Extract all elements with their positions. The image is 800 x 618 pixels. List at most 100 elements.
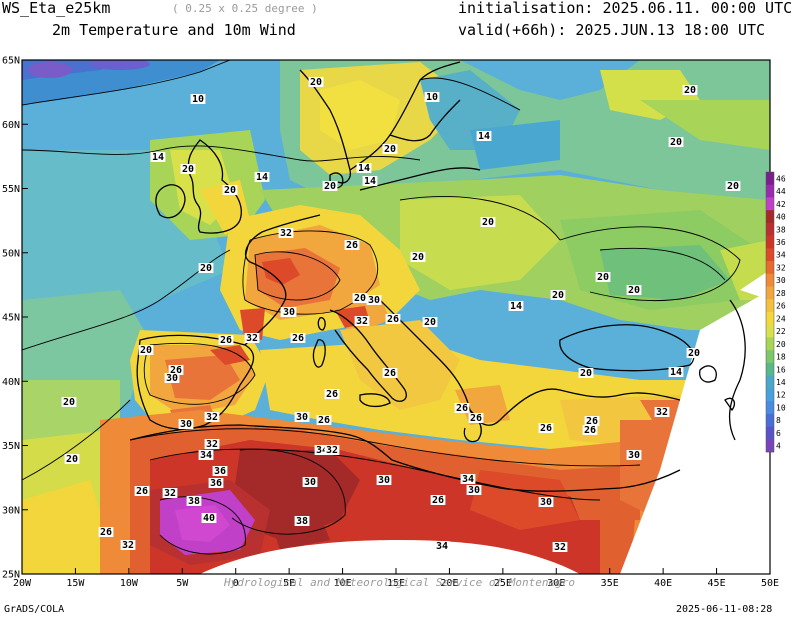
contour-label-bg (382, 368, 398, 378)
legend-label: 4 (776, 442, 781, 451)
legend-swatch (766, 184, 774, 198)
legend-label: 44 (776, 187, 786, 196)
contour-label-bg (190, 94, 206, 104)
contour-label-bg (385, 314, 401, 324)
contour-label: 26 (318, 415, 330, 426)
init-time: initialisation: 2025.06.11. 00:00 UTC (458, 0, 793, 17)
legend-label: 20 (776, 340, 786, 349)
contour-label-bg (538, 497, 554, 507)
contour-label: 10 (426, 92, 438, 103)
valid-time: valid(+66h): 2025.JUN.13 18:00 UTC (458, 21, 766, 39)
contour-label-bg (162, 488, 178, 498)
contour-label: 40 (203, 513, 215, 524)
legend-label: 36 (776, 238, 786, 247)
legend-label: 46 (776, 174, 786, 183)
lat-label: 30N (2, 505, 20, 516)
contour-label-bg (424, 92, 440, 102)
legend-label: 24 (776, 314, 786, 323)
contour-label-bg (578, 368, 594, 378)
legend-swatch (766, 261, 774, 275)
contour-label: 26 (586, 416, 598, 427)
temperature-field (22, 60, 770, 574)
contour-label-bg (468, 413, 484, 423)
contour-label: 32 (280, 228, 292, 239)
watermark: Hydrological and Meteorological Service … (224, 576, 575, 589)
contour-label: 30 (468, 485, 480, 496)
contour-label: 26 (456, 403, 468, 414)
contour-label-bg (168, 365, 184, 375)
contour-label: 14 (256, 172, 268, 183)
legend-frame (765, 171, 775, 453)
contour-label-bg (218, 335, 234, 345)
contour-label: 20 (63, 397, 75, 408)
longitude-axis: 20W 15W 10W 5W 0 5E 10E 15E 20E 25E 30E 35E 40E 45E 50… (13, 568, 779, 589)
contour-label: 32 (656, 407, 668, 418)
lon-label: 40E (654, 578, 672, 589)
contour-label: 14 (358, 163, 370, 174)
legend-label: 34 (776, 251, 786, 260)
contour-label: 30 (368, 295, 380, 306)
contour-label: 14 (152, 152, 164, 163)
legend-label: 32 (776, 263, 786, 272)
legend-swatch (766, 350, 774, 364)
legend-label: 16 (776, 365, 786, 374)
contour-label: 10 (192, 94, 204, 105)
contour-label-bg (150, 152, 166, 162)
contour-label-bg (668, 367, 684, 377)
legend-swatch (766, 273, 774, 287)
contour-label-bg (434, 541, 450, 551)
legend-label: 28 (776, 289, 786, 298)
contour-label: 30 (166, 373, 178, 384)
contour-label: 30 (296, 412, 308, 423)
contour-label: 20 (482, 217, 494, 228)
footer-grads: GrADS/COLA (4, 604, 65, 615)
legend-swatch (766, 210, 774, 224)
contour-label-bg (626, 450, 642, 460)
contour-label: 26 (220, 335, 232, 346)
contour-label-bg (725, 181, 741, 191)
contour-label: 26 (470, 413, 482, 424)
contour-label: 26 (387, 314, 399, 325)
contour-label: 26 (100, 527, 112, 538)
contour-label-bg (362, 176, 378, 186)
contour-label: 38 (188, 496, 200, 507)
contour-label: 30 (180, 419, 192, 430)
contour-label-bg (430, 495, 446, 505)
contour-label-bg (410, 252, 426, 262)
contour-label-bg (595, 272, 611, 282)
contour-label-bg (186, 496, 202, 506)
contour-label: 20 (140, 345, 152, 356)
lon-label: 15W (66, 578, 85, 589)
contour-label: 20 (670, 137, 682, 148)
contour-label: 20 (552, 290, 564, 301)
legend-label: 12 (776, 391, 786, 400)
contour-label-bg (582, 425, 598, 435)
legend-label: 22 (776, 327, 786, 336)
contour-label: 32 (206, 412, 218, 423)
contour-label: 26 (170, 365, 182, 376)
contour-label-bg (324, 389, 340, 399)
contour-label-bg (134, 486, 150, 496)
contour-label-bg (508, 301, 524, 311)
lon-label: 35E (601, 578, 619, 589)
legend-swatch (766, 324, 774, 338)
contour-label-bg (138, 345, 154, 355)
contour-label: 20 (727, 181, 739, 192)
contour-label-bg (356, 163, 372, 173)
contour-label: 32 (554, 542, 566, 553)
legend-swatch (766, 222, 774, 236)
contour-label-bg (222, 185, 238, 195)
contour-label: 20 (684, 85, 696, 96)
contour-label-bg (178, 419, 194, 429)
lat-label: 65N (2, 56, 20, 67)
contour-label-bg (654, 407, 670, 417)
lon-label: 15E (387, 578, 405, 589)
contour-label: 20 (224, 185, 236, 196)
contour-label: 32 (356, 316, 368, 327)
contour-label: 26 (346, 240, 358, 251)
contour-label: 34 (200, 450, 212, 461)
lat-label: 35N (2, 441, 20, 452)
legend-label: 26 (776, 302, 786, 311)
contour-label: 26 (432, 495, 444, 506)
contour-label-bg (180, 164, 196, 174)
